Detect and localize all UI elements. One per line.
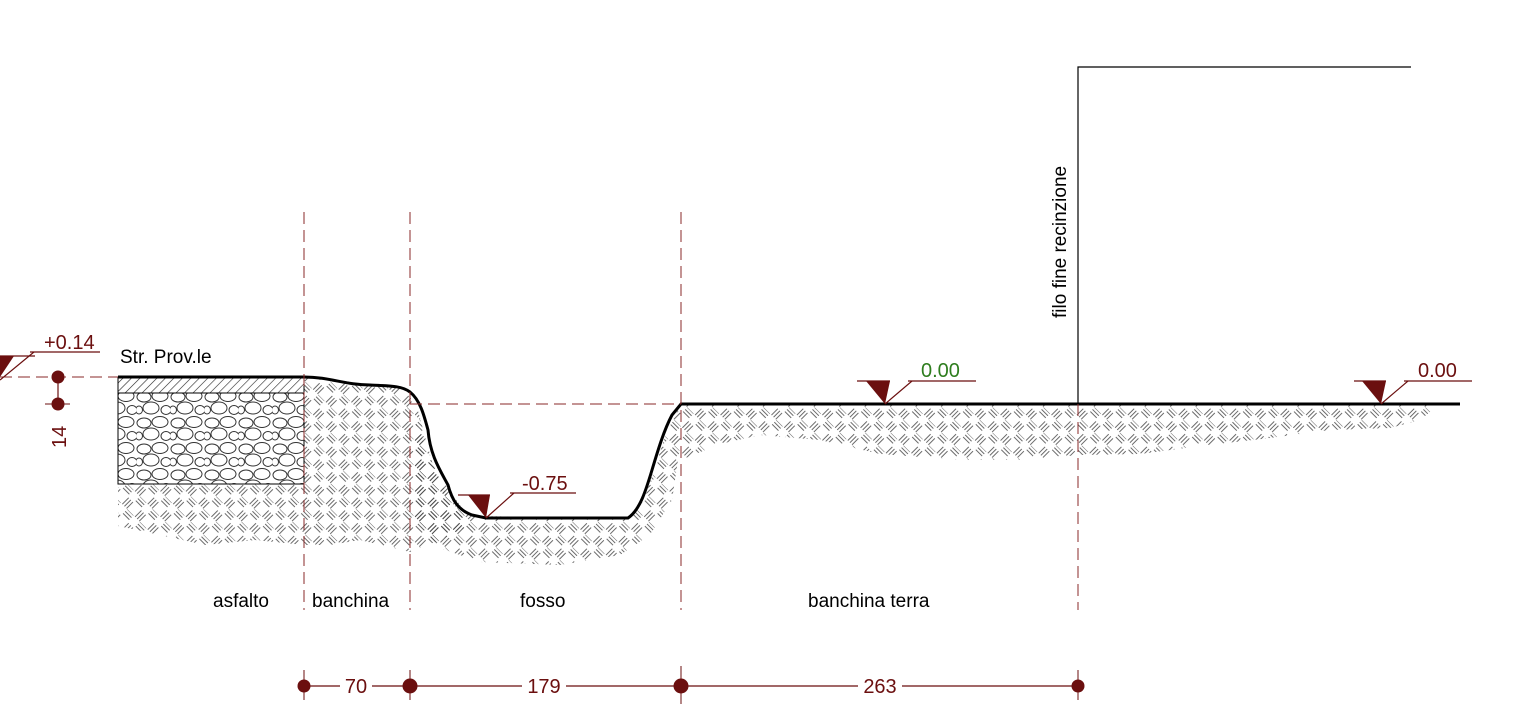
dimension-label-road-rise: 14 — [49, 426, 71, 448]
soil-banchina-terra — [681, 404, 1440, 460]
road-name-label: Str. Prov.le — [120, 347, 212, 368]
elevation-marker-ground-1: 0.00 — [857, 360, 976, 405]
ground-profile-line — [118, 375, 1460, 520]
zone-label-fosso: fosso — [520, 591, 565, 612]
dimension-label-banchina: 70 — [345, 676, 367, 698]
dimension-label-fosso: 179 — [527, 676, 560, 698]
zone-label-asfalto: asfalto — [213, 591, 269, 612]
gravel-base-layer — [117, 392, 305, 485]
elevation-label-ground-2: 0.00 — [1418, 360, 1457, 382]
asphalt-layer — [117, 376, 305, 394]
zone-label-banchina-terra: banchina terra — [808, 591, 930, 612]
elevation-label-ground-1: 0.00 — [921, 360, 960, 382]
dimension-label-banchina-terra: 263 — [863, 676, 896, 698]
soil-ditch — [415, 400, 681, 565]
fence-outline — [1077, 66, 1411, 404]
elevation-label-ditch: -0.75 — [522, 473, 568, 495]
vertical-dimension: 14 — [45, 370, 71, 448]
elevation-marker-road: +0.14 — [0, 332, 100, 381]
horizontal-dimension-chain: 70 179 263 — [297, 666, 1085, 704]
fence-line-label: filo fine recinzione — [1050, 166, 1071, 318]
zone-label-banchina: banchina — [312, 591, 390, 612]
soil-under-road — [118, 484, 304, 545]
elevation-marker-ground-2: 0.00 — [1354, 360, 1472, 405]
elevation-marker-ditch: -0.75 — [458, 473, 576, 519]
elevation-label-road: +0.14 — [44, 332, 95, 354]
